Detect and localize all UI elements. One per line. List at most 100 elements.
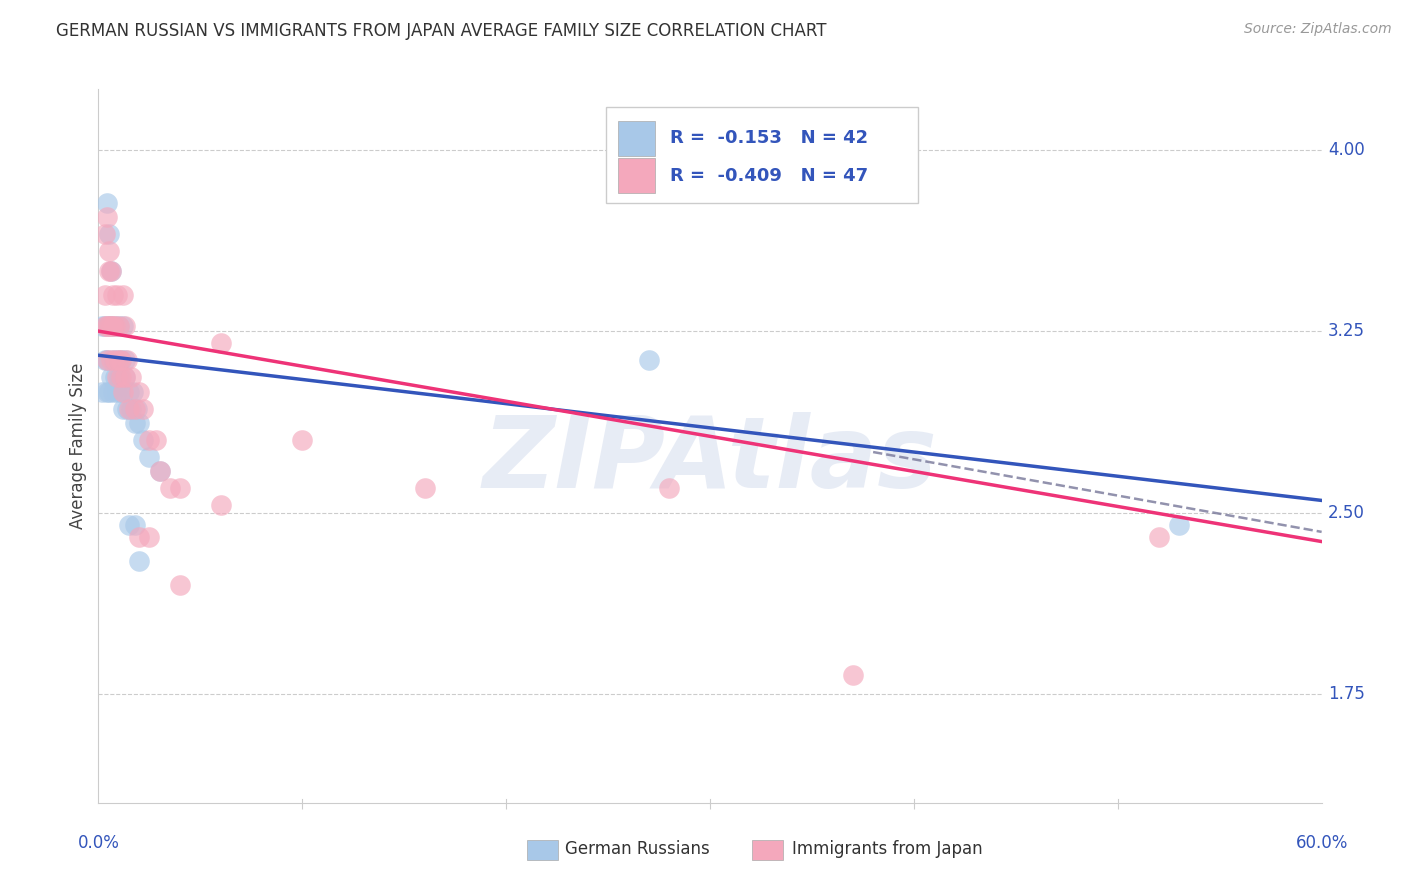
Point [101,319,124,334]
Text: 2.50: 2.50 [1327,503,1365,522]
Point [209,336,232,351]
Point [122,384,145,399]
Point [120,401,142,416]
Point [96,353,118,368]
Point [105,384,128,399]
Point [93,288,115,302]
Point [115,401,138,416]
Point [108,370,131,384]
Point [100,353,122,368]
Point [149,464,172,478]
Text: German Russians: German Russians [565,840,710,858]
Point [114,370,136,384]
Point [111,288,134,302]
Point [91,384,114,399]
Point [105,370,128,384]
Point [658,481,681,495]
Point [101,384,124,399]
Point [138,450,160,464]
Text: 1.75: 1.75 [1327,685,1365,703]
FancyBboxPatch shape [619,121,655,155]
Point [145,433,167,447]
Point [100,370,122,384]
Point [138,433,160,447]
Point [128,384,150,399]
Text: 3.25: 3.25 [1327,322,1365,340]
Text: Immigrants from Japan: Immigrants from Japan [792,840,983,858]
Point [97,384,120,399]
Point [104,319,127,334]
Point [169,578,191,592]
Point [104,319,127,334]
Point [97,263,120,277]
Point [110,353,132,368]
Text: ZIPAtlas: ZIPAtlas [482,412,938,508]
Point [120,370,142,384]
Point [101,288,124,302]
Point [124,416,146,430]
Point [114,353,136,368]
Point [291,433,314,447]
Point [128,554,150,568]
Text: 4.00: 4.00 [1327,141,1364,159]
Point [111,319,134,334]
Text: 60.0%: 60.0% [1295,834,1348,852]
Point [97,227,120,242]
Point [1147,530,1170,544]
Point [1167,517,1189,532]
Point [93,227,115,242]
Point [97,244,120,259]
Point [108,319,131,334]
Text: R =  -0.409   N = 47: R = -0.409 N = 47 [669,167,868,185]
Point [118,384,141,399]
Point [132,433,155,447]
Point [110,370,132,384]
Point [100,319,122,334]
Point [115,353,138,368]
Point [118,517,141,532]
Point [105,288,128,302]
Point [100,319,122,334]
Text: Source: ZipAtlas.com: Source: ZipAtlas.com [1244,22,1392,37]
Point [108,319,131,334]
FancyBboxPatch shape [606,107,918,203]
Point [93,319,115,334]
Point [138,530,160,544]
Point [96,211,118,225]
Point [110,353,132,368]
Point [93,353,115,368]
Point [128,416,150,430]
Point [96,195,118,210]
Point [108,353,131,368]
Point [114,370,136,384]
Point [100,263,122,277]
Point [110,384,132,399]
FancyBboxPatch shape [619,159,655,193]
Point [637,353,661,368]
Point [149,464,172,478]
Point [104,370,127,384]
Point [93,319,115,334]
Point [104,353,127,368]
Point [209,498,232,512]
Text: GERMAN RUSSIAN VS IMMIGRANTS FROM JAPAN AVERAGE FAMILY SIZE CORRELATION CHART: GERMAN RUSSIAN VS IMMIGRANTS FROM JAPAN … [56,22,827,40]
Point [91,319,114,334]
Text: R =  -0.153   N = 42: R = -0.153 N = 42 [669,129,868,147]
Point [114,319,136,334]
Point [124,401,146,416]
Text: 0.0%: 0.0% [77,834,120,852]
Point [841,667,863,681]
Point [159,481,181,495]
Point [118,401,141,416]
Point [101,353,124,368]
Point [105,353,128,368]
Point [100,263,122,277]
Point [127,401,149,416]
Point [111,384,134,399]
Point [96,319,118,334]
Point [132,401,155,416]
Point [96,353,118,368]
Y-axis label: Average Family Size: Average Family Size [69,363,87,529]
Point [97,319,120,334]
Point [128,530,150,544]
